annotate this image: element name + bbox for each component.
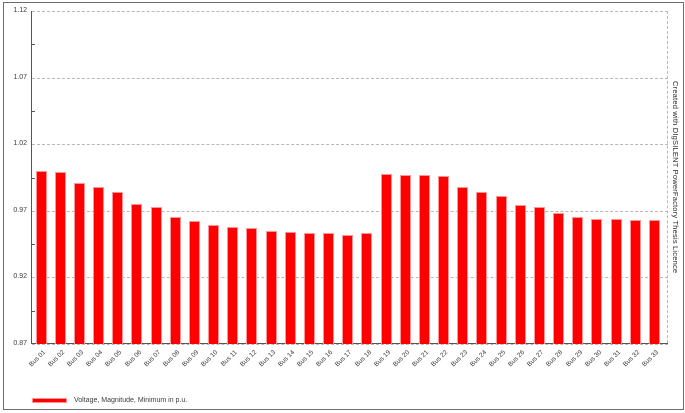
x-axis-label: Bus 09 xyxy=(181,349,201,369)
bar-bus-22 xyxy=(438,176,450,344)
x-axis-label: Bus 02 xyxy=(46,349,67,369)
bar-bus-01 xyxy=(35,170,47,344)
x-axis-label: Bus 21 xyxy=(411,349,431,369)
bar-bus-31 xyxy=(610,218,622,344)
x-axis-label: Bus 12 xyxy=(238,349,258,369)
x-axis-label: Bus 14 xyxy=(276,349,297,369)
x-axis-label: Bus 18 xyxy=(353,349,373,369)
y-axis-label: 0.87 xyxy=(13,340,27,347)
x-axis-label: Bus 17 xyxy=(334,349,354,369)
gridline xyxy=(32,344,668,345)
x-axis-label: Bus 26 xyxy=(506,349,527,369)
y-axis-label: 0.97 xyxy=(13,206,27,214)
bar-bus-27 xyxy=(533,206,545,344)
plot-right-boundary xyxy=(667,11,668,343)
x-axis-label: Bus 13 xyxy=(257,349,277,369)
bar-bus-05 xyxy=(112,192,124,344)
x-axis-label: Bus 03 xyxy=(66,349,86,369)
bar-bus-03 xyxy=(73,182,85,344)
plot-area xyxy=(31,11,668,345)
y-axis-minor-tick xyxy=(32,310,35,312)
bar-bus-06 xyxy=(131,204,143,344)
bar-bus-07 xyxy=(150,206,162,344)
y-axis-minor-tick xyxy=(32,44,35,46)
bar-bus-15 xyxy=(303,233,315,344)
x-axis-label: Bus 15 xyxy=(296,349,316,369)
x-axis-label: Bus 04 xyxy=(85,349,105,369)
x-axis-label: Bus 08 xyxy=(161,349,182,369)
x-axis-label: Bus 01 xyxy=(27,349,47,369)
bar-bus-25 xyxy=(495,196,507,344)
bar-bus-32 xyxy=(629,220,641,344)
x-axis-label: Bus 28 xyxy=(545,349,565,369)
y-axis-label: 1.12 xyxy=(13,7,27,14)
x-axis-label: Bus 19 xyxy=(372,349,393,369)
bar-bus-33 xyxy=(648,220,660,344)
x-axis-label: Bus 32 xyxy=(621,349,642,369)
x-axis-label: Bus 33 xyxy=(641,349,661,369)
bar-bus-09 xyxy=(188,221,200,344)
x-axis-label: Bus 24 xyxy=(468,349,488,369)
y-axis-label: 0.92 xyxy=(13,273,27,281)
bar-bus-02 xyxy=(54,172,66,344)
bar-bus-04 xyxy=(93,186,104,344)
x-axis-label: Bus 23 xyxy=(449,349,469,369)
bar-bus-26 xyxy=(514,205,526,344)
x-axis-label: Bus 22 xyxy=(430,349,450,369)
y-axis-label: 1.07 xyxy=(13,73,27,81)
x-axis-label: Bus 30 xyxy=(583,349,603,369)
bar-bus-12 xyxy=(246,228,258,344)
bar-bus-30 xyxy=(591,218,603,344)
legend-label: Voltage, Magnitude, Minimum in p.u. xyxy=(74,397,188,404)
bar-bus-24 xyxy=(476,192,488,344)
y-axis-minor-tick xyxy=(32,244,35,246)
watermark-text: Created with DIgSILENT PowerFactory Thes… xyxy=(671,81,680,274)
x-axis-label: Bus 11 xyxy=(219,349,239,368)
y-axis-minor-tick xyxy=(32,110,35,112)
bar-bus-11 xyxy=(227,226,239,344)
x-axis-label: Bus 16 xyxy=(315,349,335,369)
gridline xyxy=(32,11,668,12)
bar-bus-14 xyxy=(284,232,296,344)
x-axis-label: Bus 20 xyxy=(391,349,412,369)
bar-bus-13 xyxy=(265,230,277,344)
bar-bus-23 xyxy=(457,186,469,344)
x-axis-label: Bus 05 xyxy=(104,349,124,369)
bar-bus-29 xyxy=(572,217,584,344)
gridline xyxy=(32,144,668,146)
x-axis-label: Bus 25 xyxy=(487,349,508,369)
bar-bus-20 xyxy=(399,174,411,344)
gridline xyxy=(32,77,668,79)
bar-bus-10 xyxy=(208,225,220,344)
y-axis-minor-tick xyxy=(32,177,35,179)
bar-bus-18 xyxy=(361,233,373,344)
bar-bus-19 xyxy=(380,173,392,344)
x-axis-label: Bus 31 xyxy=(602,349,623,369)
bar-bus-08 xyxy=(169,217,181,344)
legend: Voltage, Magnitude, Minimum in p.u. xyxy=(32,397,187,404)
legend-swatch xyxy=(32,398,67,403)
bar-bus-17 xyxy=(342,234,354,344)
bar-bus-21 xyxy=(418,174,430,344)
x-axis-label: Bus 27 xyxy=(526,349,546,369)
bar-bus-28 xyxy=(553,213,565,344)
y-axis-label: 1.02 xyxy=(13,140,27,148)
x-axis-label: Bus 06 xyxy=(123,349,143,369)
x-axis-label: Bus 10 xyxy=(200,349,220,369)
gridline xyxy=(32,210,668,212)
x-axis-label: Bus 29 xyxy=(564,349,584,369)
bar-bus-16 xyxy=(323,233,335,344)
x-axis-label: Bus 07 xyxy=(142,349,162,369)
